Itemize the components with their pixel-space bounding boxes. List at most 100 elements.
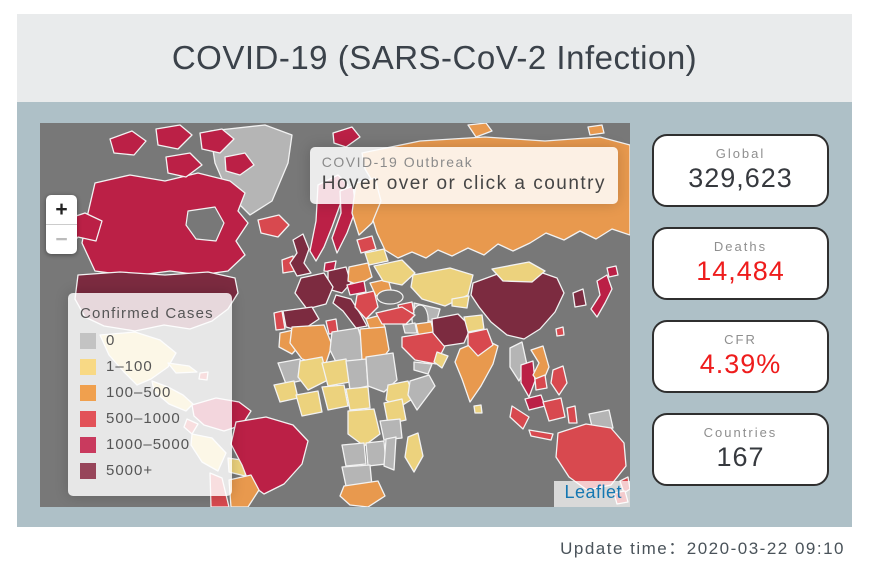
map-zoom-control: + −: [46, 195, 77, 254]
stat-card-deaths: Deaths 14,484: [652, 227, 829, 300]
legend-label: 5000+: [106, 462, 154, 479]
map-country-belarus[interactable]: [364, 248, 389, 266]
stat-card-label: Deaths: [713, 239, 768, 254]
map-country-taiwan[interactable]: [555, 326, 565, 337]
map-country-czech-austria[interactable]: [346, 280, 367, 296]
stat-card-cfr: CFR 4.39%: [652, 320, 829, 393]
map-country-philippines[interactable]: [550, 365, 568, 396]
map-country-iceland[interactable]: [257, 214, 290, 238]
map-country-kyrgyzstan[interactable]: [451, 295, 470, 309]
legend-item: 5000+: [80, 462, 220, 479]
update-time-label: Update time：: [560, 539, 687, 558]
map-country-canada-arctic-4[interactable]: [165, 152, 203, 178]
map-country-canada-arctic-5[interactable]: [224, 152, 255, 176]
stat-card-label: CFR: [724, 332, 757, 347]
update-time: Update time：2020-03-22 09:10: [560, 534, 845, 559]
stat-card-value: 4.39%: [699, 349, 782, 379]
map-country-spain[interactable]: [282, 306, 320, 332]
legend-item: 1–100: [80, 358, 220, 375]
info-box-title: COVID-19 Outbreak: [321, 154, 474, 170]
map-country-poland[interactable]: [347, 262, 373, 286]
stat-card-global: Global 329,623: [652, 134, 829, 207]
map-country-wrangel[interactable]: [587, 124, 605, 136]
map-country-pakistan[interactable]: [467, 328, 494, 357]
main-container: + − COVID-19 Outbreak Hover over or clic…: [17, 102, 852, 527]
map-country-baltics[interactable]: [356, 235, 377, 254]
map-country-thailand[interactable]: [520, 360, 536, 398]
map-country-afghanistan[interactable]: [463, 314, 485, 333]
map-country-balkans[interactable]: [354, 290, 379, 320]
map-country-uk[interactable]: [289, 233, 312, 277]
update-time-value: 2020-03-22 09:10: [686, 539, 845, 558]
legend-item: 100–500: [80, 384, 220, 401]
map-country-sumatra[interactable]: [509, 405, 530, 430]
legend-swatch: [80, 358, 96, 375]
map-country-tanzania[interactable]: [379, 418, 403, 441]
map-country-kenya[interactable]: [383, 398, 407, 425]
stat-card-value: 329,623: [688, 163, 793, 193]
map-country-canada-arctic-3[interactable]: [199, 128, 235, 154]
map-country-madagascar[interactable]: [404, 432, 424, 473]
legend-label: 500–1000: [106, 410, 181, 427]
map-country-sulawesi[interactable]: [566, 405, 578, 424]
page-title: COVID-19 (SARS-CoV-2 Infection): [171, 39, 698, 76]
map-country-mongolia[interactable]: [491, 261, 546, 283]
map-country-mali[interactable]: [297, 356, 329, 391]
stat-card-label: Countries: [703, 425, 778, 440]
map-country-novaya-zemlya[interactable]: [467, 123, 493, 138]
stat-card-label: Global: [715, 146, 766, 161]
map-country-svalbard[interactable]: [332, 126, 361, 148]
legend-label: 100–500: [106, 384, 172, 401]
map-country-canada[interactable]: [81, 172, 249, 276]
map-country-borneo[interactable]: [542, 397, 566, 422]
map-country-cameroon[interactable]: [345, 386, 371, 411]
map-country-oman[interactable]: [433, 351, 449, 369]
legend-item: 0: [80, 332, 220, 349]
zoom-out-button[interactable]: −: [46, 224, 77, 254]
map-country-sri-lanka[interactable]: [473, 404, 483, 414]
map-country-turkey[interactable]: [375, 306, 416, 325]
legend-item: 500–1000: [80, 410, 220, 427]
leaflet-link[interactable]: Leaflet: [564, 482, 622, 502]
legend-swatch: [80, 462, 96, 479]
map-country-java[interactable]: [528, 429, 554, 441]
map-country-drc[interactable]: [347, 408, 381, 447]
map-country-yemen[interactable]: [413, 361, 433, 375]
map-country-canada-arctic-2[interactable]: [155, 124, 193, 150]
leaflet-attribution: Leaflet: [554, 481, 630, 507]
page-header: COVID-19 (SARS-CoV-2 Infection): [17, 14, 852, 102]
map-country-mozambique[interactable]: [383, 436, 397, 471]
map-country-japan[interactable]: [590, 274, 613, 318]
map-country-chad[interactable]: [345, 358, 369, 391]
legend-swatch: [80, 410, 96, 427]
map-country-australia[interactable]: [555, 423, 627, 491]
map-country-argentina[interactable]: [228, 474, 260, 507]
map-country-south-korea[interactable]: [572, 288, 587, 308]
zoom-in-button[interactable]: +: [55, 198, 68, 221]
hudson-bay: [185, 206, 225, 242]
map-country-canada-arctic-1[interactable]: [109, 130, 147, 156]
map-legend: Confirmed Cases 0 1–100 100–500 500–1000 100…: [68, 293, 232, 496]
map-country-guinea-ghana[interactable]: [295, 390, 323, 417]
legend-label: 1000–5000: [106, 436, 191, 453]
map-country-portugal[interactable]: [273, 310, 286, 331]
map-country-angola[interactable]: [341, 442, 367, 467]
map-country-cambodia[interactable]: [534, 374, 548, 391]
map-country-somalia[interactable]: [407, 374, 436, 411]
map-country-ukraine[interactable]: [373, 259, 416, 286]
map-country-zambia[interactable]: [365, 440, 387, 467]
map-country-italy[interactable]: [332, 294, 368, 329]
legend-swatch: [80, 332, 96, 349]
map-country-japan-hokkaido[interactable]: [606, 265, 619, 278]
stats-panel: Global 329,623 Deaths 14,484 CFR 4.39% Countri…: [652, 123, 829, 527]
map-country-nigeria[interactable]: [321, 384, 349, 411]
legend-label: 0: [106, 332, 116, 349]
legend-items: 0 1–100 100–500 500–1000 1000–5000 5000+: [80, 332, 220, 479]
map-country-south-africa[interactable]: [339, 480, 386, 507]
map-country-iran[interactable]: [431, 313, 472, 347]
map-country-france[interactable]: [294, 272, 334, 310]
stat-card-countries: Countries 167: [652, 413, 829, 486]
map-country-syria[interactable]: [402, 322, 418, 334]
world-map[interactable]: + − COVID-19 Outbreak Hover over or clic…: [40, 123, 630, 507]
legend-label: 1–100: [106, 358, 153, 375]
